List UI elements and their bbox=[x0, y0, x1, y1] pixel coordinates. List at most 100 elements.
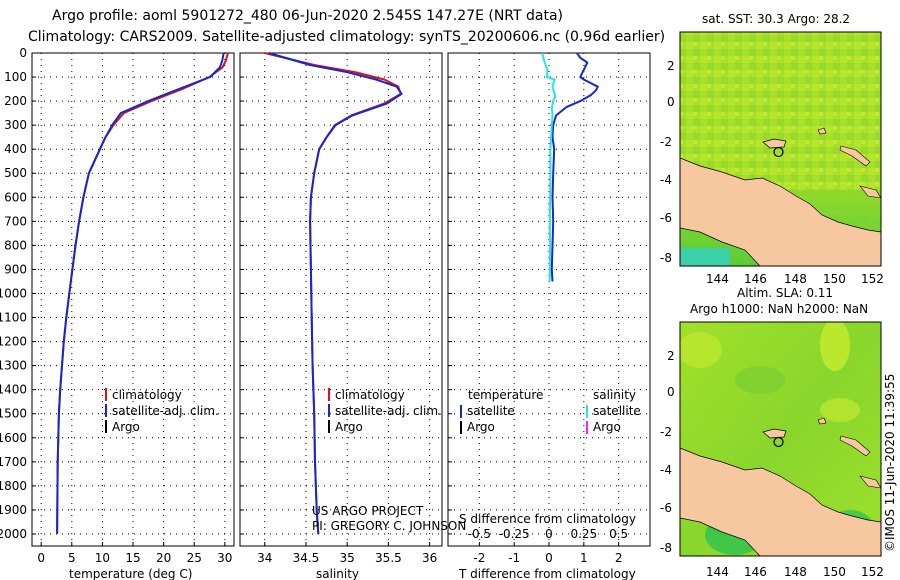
temperature-panel: 0 5 10 15 20 25 30 temperature (deg C) climato… bbox=[31, 52, 235, 580]
lat-tick-label: -4 bbox=[660, 173, 672, 187]
altimetry-high-3 bbox=[820, 398, 860, 422]
lat-tick-label: -2 bbox=[660, 425, 672, 439]
depth-tick-label: 600 bbox=[4, 190, 27, 204]
depth-tick-label: 1100 bbox=[0, 311, 27, 325]
depth-tick-label: 900 bbox=[4, 262, 27, 276]
x-tick-label: 0 bbox=[545, 551, 553, 565]
x-tick-label: -2 bbox=[473, 551, 485, 565]
temperature-gridlines bbox=[32, 52, 234, 546]
legend-label-t-argo: Argo bbox=[467, 420, 495, 434]
figure-title-line2: Climatology: CARS2009. Satellite-adjuste… bbox=[28, 29, 665, 45]
x-tick-label: 35 bbox=[340, 551, 355, 565]
series-line-climatology bbox=[264, 52, 402, 535]
series-line-satellite-adj-clim- bbox=[268, 52, 403, 535]
new-guinea-land bbox=[680, 157, 881, 266]
lat-tick-label: -8 bbox=[660, 541, 672, 555]
altimetry-sla-label: Altim. SLA: 0.11 bbox=[737, 286, 833, 300]
difference-legend: temperature salinity satellite Argo sate… bbox=[460, 388, 641, 434]
secondary-x-tick-label: -0.25 bbox=[499, 527, 530, 541]
secondary-x-tick-label: -0.5 bbox=[468, 527, 491, 541]
x-tick-label: 20 bbox=[156, 551, 171, 565]
lon-tick-label: 144 bbox=[706, 272, 729, 286]
x-tick-label: 0 bbox=[37, 551, 45, 565]
legend-label-s-argo: Argo bbox=[593, 420, 621, 434]
x-tick-label: 35.5 bbox=[375, 551, 402, 565]
lat-tick-label: 0 bbox=[667, 95, 675, 109]
lon-tick-label: 146 bbox=[744, 565, 767, 579]
sst-map-lat-ticks: 2 0 -2 -4 -6 -8 bbox=[660, 59, 675, 265]
new-britain bbox=[859, 475, 881, 489]
depth-tick-label: 100 bbox=[4, 70, 27, 84]
sst-map: sat. SST: 30.3 Argo: 28.2 2 0 -2 -4 -6 -… bbox=[660, 12, 884, 300]
manus-island bbox=[762, 138, 787, 149]
legend-label-satellite-adj: satellite-adj. clim. bbox=[335, 404, 442, 418]
altimetry-map-frame bbox=[679, 321, 882, 557]
depth-tick-label: 1300 bbox=[0, 359, 27, 373]
x-tick-label: 1 bbox=[580, 551, 588, 565]
legend-label-argo: Argo bbox=[335, 420, 363, 434]
series-line-satellite-adj-clim- bbox=[56, 52, 225, 535]
lon-tick-label: 148 bbox=[784, 565, 807, 579]
salinity-x-label: salinity bbox=[316, 567, 359, 580]
depth-axis: 0 100 200 300 400 500 600 700 800 900 1000 1100 1200… bbox=[0, 46, 27, 541]
island-1 bbox=[817, 417, 827, 425]
sst-field-coastal bbox=[680, 248, 730, 266]
legend-label-satellite-adj: satellite-adj. clim. bbox=[112, 404, 219, 418]
x-tick-label: 30 bbox=[217, 551, 232, 565]
lat-tick-label: 0 bbox=[667, 385, 675, 399]
pi-credit: PI: GREGORY C. JOHNSON bbox=[312, 519, 466, 533]
new-ireland bbox=[839, 145, 871, 167]
altimetry-low-1 bbox=[735, 366, 785, 394]
x-tick-label: 5 bbox=[68, 551, 76, 565]
series-line-climatology bbox=[56, 52, 229, 535]
depth-tick-label: 800 bbox=[4, 238, 27, 252]
lat-tick-label: -8 bbox=[660, 251, 672, 265]
temperature-lines bbox=[56, 52, 229, 535]
lat-tick-label: -6 bbox=[660, 211, 672, 225]
depth-tick-label: 0 bbox=[19, 46, 27, 60]
island-1 bbox=[817, 127, 827, 135]
legend-header-salinity: salinity bbox=[593, 388, 636, 402]
x-tick-label: 10 bbox=[95, 551, 110, 565]
argo-location-marker bbox=[773, 436, 784, 448]
difference-lines bbox=[541, 52, 599, 282]
difference-gridlines bbox=[448, 52, 650, 546]
legend-label-climatology: climatology bbox=[335, 388, 405, 402]
lon-tick-label: 150 bbox=[823, 565, 846, 579]
temperature-x-label: temperature (deg C) bbox=[69, 567, 192, 580]
manus-island bbox=[762, 428, 787, 439]
difference-secondary-x-ticks: -0.5 -0.25 0 0.25 0.5 bbox=[468, 527, 629, 541]
lon-tick-label: 150 bbox=[823, 272, 846, 286]
salinity-legend: climatology satellite-adj. clim. Argo bbox=[328, 388, 442, 434]
argo-location-marker bbox=[773, 146, 784, 158]
altimetry-high-2 bbox=[820, 322, 850, 371]
depth-tick-label: 1500 bbox=[0, 407, 27, 421]
x-tick-label: 34 bbox=[257, 551, 272, 565]
salinity-panel: 34 34.5 35 35.5 36 salinity climatology sate… bbox=[239, 52, 466, 580]
new-ireland bbox=[839, 435, 871, 457]
altimetry-map-title: Argo h1000: NaN h2000: NaN bbox=[690, 302, 868, 316]
depth-tick-label: 400 bbox=[4, 142, 27, 156]
legend-header-temperature: temperature bbox=[468, 388, 543, 402]
depth-tick-label: 1700 bbox=[0, 455, 27, 469]
lat-tick-label: 2 bbox=[667, 349, 675, 363]
lon-tick-label: 146 bbox=[744, 272, 767, 286]
new-guinea-land bbox=[680, 447, 881, 556]
depth-tick-label: 1600 bbox=[0, 431, 27, 445]
depth-tick-label: 300 bbox=[4, 118, 27, 132]
depth-tick-label: 1000 bbox=[0, 286, 27, 300]
secondary-x-tick-label: 0.25 bbox=[570, 527, 597, 541]
lon-tick-label: 152 bbox=[861, 272, 884, 286]
lon-tick-label: 152 bbox=[861, 565, 884, 579]
salinity-gridlines bbox=[240, 52, 442, 546]
legend-label-climatology: climatology bbox=[112, 388, 182, 402]
secondary-x-tick-label: 0.5 bbox=[609, 527, 628, 541]
salinity-axes-frame bbox=[239, 52, 443, 547]
lat-tick-label: -2 bbox=[660, 135, 672, 149]
difference-panel: -2 -1 0 1 2 -0.5 -0.25 0 0.25 0.5 T difference f… bbox=[447, 52, 651, 580]
depth-tick-label: 700 bbox=[4, 214, 27, 228]
depth-tick-label: 1400 bbox=[0, 383, 27, 397]
lat-tick-label: -6 bbox=[660, 501, 672, 515]
difference-x-ticks: -2 -1 0 1 2 bbox=[473, 551, 622, 565]
